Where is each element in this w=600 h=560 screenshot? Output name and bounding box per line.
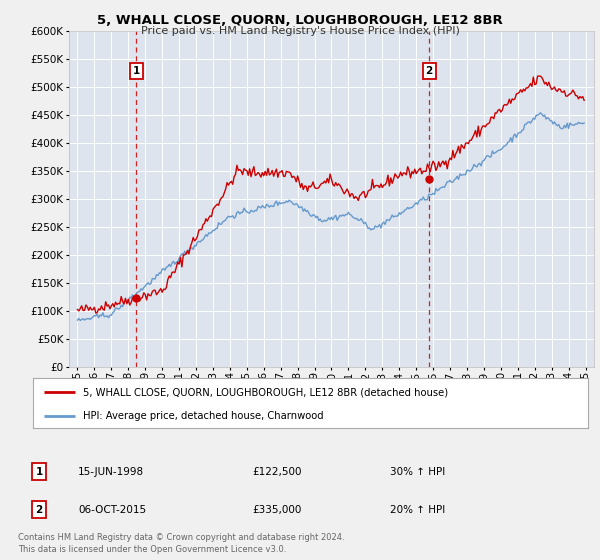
Text: HPI: Average price, detached house, Charnwood: HPI: Average price, detached house, Char… xyxy=(83,411,323,421)
Text: £335,000: £335,000 xyxy=(252,505,301,515)
Text: 06-OCT-2015: 06-OCT-2015 xyxy=(78,505,146,515)
Text: 30% ↑ HPI: 30% ↑ HPI xyxy=(390,466,445,477)
Text: 20% ↑ HPI: 20% ↑ HPI xyxy=(390,505,445,515)
Text: Contains HM Land Registry data © Crown copyright and database right 2024.: Contains HM Land Registry data © Crown c… xyxy=(18,533,344,542)
Text: 5, WHALL CLOSE, QUORN, LOUGHBOROUGH, LE12 8BR: 5, WHALL CLOSE, QUORN, LOUGHBOROUGH, LE1… xyxy=(97,14,503,27)
Text: Price paid vs. HM Land Registry's House Price Index (HPI): Price paid vs. HM Land Registry's House … xyxy=(140,26,460,36)
Text: 15-JUN-1998: 15-JUN-1998 xyxy=(78,466,144,477)
Text: This data is licensed under the Open Government Licence v3.0.: This data is licensed under the Open Gov… xyxy=(18,545,286,554)
Text: 5, WHALL CLOSE, QUORN, LOUGHBOROUGH, LE12 8BR (detached house): 5, WHALL CLOSE, QUORN, LOUGHBOROUGH, LE1… xyxy=(83,387,448,397)
Text: £122,500: £122,500 xyxy=(252,466,302,477)
Text: 2: 2 xyxy=(35,505,43,515)
Text: 1: 1 xyxy=(35,466,43,477)
Text: 1: 1 xyxy=(133,66,140,76)
Text: 2: 2 xyxy=(425,66,433,76)
